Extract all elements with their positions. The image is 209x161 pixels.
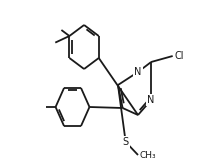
Text: N: N xyxy=(134,67,142,77)
Text: Cl: Cl xyxy=(175,51,184,61)
Text: CH₃: CH₃ xyxy=(140,151,156,160)
Text: S: S xyxy=(123,137,129,147)
Text: N: N xyxy=(147,95,155,105)
